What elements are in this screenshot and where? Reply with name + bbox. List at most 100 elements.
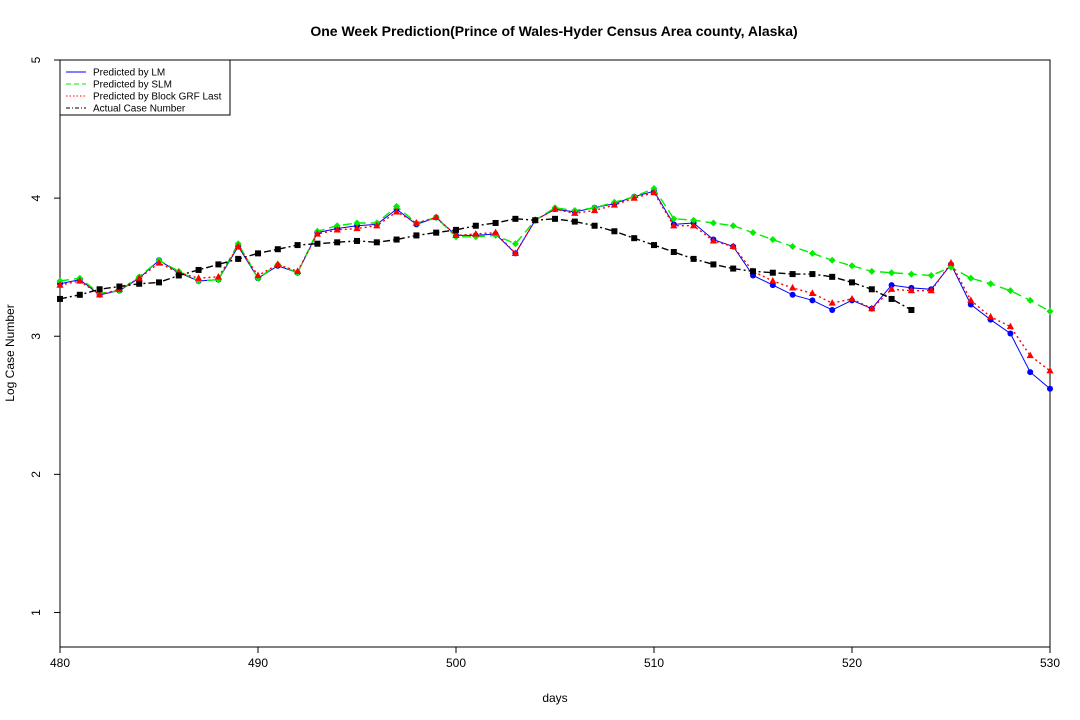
data-point (175, 272, 182, 279)
data-point (393, 202, 401, 210)
y-tick-label: 4 (29, 194, 43, 201)
data-point (769, 236, 777, 244)
data-point (432, 213, 440, 221)
data-point (1027, 369, 1034, 376)
data-point (789, 291, 796, 298)
data-point (927, 271, 935, 279)
data-point (987, 312, 995, 320)
data-point (294, 242, 301, 249)
data-point (868, 267, 876, 275)
data-point (709, 236, 717, 244)
data-point (552, 215, 558, 222)
data-point (353, 224, 361, 232)
data-point (136, 280, 143, 287)
data-point (76, 276, 84, 284)
data-point (690, 216, 698, 224)
data-point (532, 217, 539, 224)
data-point (709, 219, 717, 227)
data-point (353, 219, 361, 227)
data-point (511, 240, 519, 248)
data-point (907, 270, 915, 278)
data-point (868, 286, 875, 293)
legend-label: Predicted by Block GRF Last (93, 92, 222, 103)
data-point (433, 229, 440, 236)
data-point (730, 265, 737, 272)
legend-label: Predicted by SLM (93, 80, 172, 91)
data-point (967, 274, 975, 282)
data-point (907, 286, 915, 294)
data-point (769, 276, 777, 284)
data-point (214, 272, 222, 280)
data-point (750, 268, 756, 275)
data-point (829, 306, 836, 313)
x-tick-label: 510 (644, 656, 664, 670)
data-point (235, 255, 242, 262)
data-point (591, 206, 599, 214)
data-point (888, 285, 896, 292)
data-point (412, 218, 420, 226)
data-point (729, 222, 737, 230)
data-point (56, 277, 64, 285)
data-point (254, 271, 262, 279)
data-point (670, 248, 677, 255)
data-point (96, 290, 104, 298)
data-point (116, 283, 123, 290)
data-point (1007, 330, 1014, 337)
data-point (809, 297, 816, 304)
data-point (76, 291, 83, 298)
data-point (1046, 366, 1054, 374)
data-point (631, 235, 638, 242)
data-point (571, 218, 578, 225)
plot-area (59, 59, 1051, 648)
data-point (729, 242, 737, 250)
data-point (650, 184, 658, 192)
data-point (670, 221, 678, 229)
data-point (334, 239, 341, 246)
data-point (888, 282, 895, 289)
x-tick-label: 500 (446, 656, 466, 670)
x-axis: 480 490 500 510 520 530 (50, 647, 1060, 670)
x-tick-label: 490 (248, 656, 268, 670)
data-point (591, 222, 598, 229)
data-point (511, 249, 519, 256)
data-point (96, 286, 103, 293)
y-tick-label: 2 (29, 471, 43, 478)
data-point (690, 255, 697, 262)
chart-title: One Week Prediction(Prince of Wales-Hyde… (310, 23, 797, 39)
data-point (313, 230, 321, 237)
data-point (195, 266, 202, 273)
data-point (135, 274, 143, 281)
data-point (354, 237, 360, 244)
data-point (333, 225, 341, 233)
data-point (650, 188, 658, 196)
data-point (808, 289, 816, 297)
data-point (828, 256, 836, 264)
data-point (492, 219, 499, 226)
data-point (472, 230, 480, 237)
data-point (393, 236, 400, 243)
data-point (789, 271, 796, 278)
data-point (215, 261, 222, 268)
data-point (630, 194, 638, 201)
data-point (967, 301, 974, 308)
data-point (888, 295, 895, 302)
data-point (769, 282, 776, 289)
data-point (57, 295, 63, 302)
data-point (512, 215, 519, 222)
y-axis: 1 2 3 4 5 (29, 56, 60, 616)
y-tick-label: 3 (29, 333, 43, 340)
data-point (829, 273, 836, 280)
data-point (56, 281, 64, 288)
data-point (789, 283, 797, 291)
data-point (749, 229, 757, 237)
data-point (1026, 296, 1034, 304)
series-line (59, 218, 912, 311)
y-tick-label: 1 (29, 609, 43, 616)
series-3 (57, 215, 915, 313)
data-point (274, 246, 281, 253)
data-point (828, 299, 836, 306)
data-point (373, 221, 381, 229)
data-point (413, 232, 420, 239)
data-point (1006, 287, 1014, 295)
